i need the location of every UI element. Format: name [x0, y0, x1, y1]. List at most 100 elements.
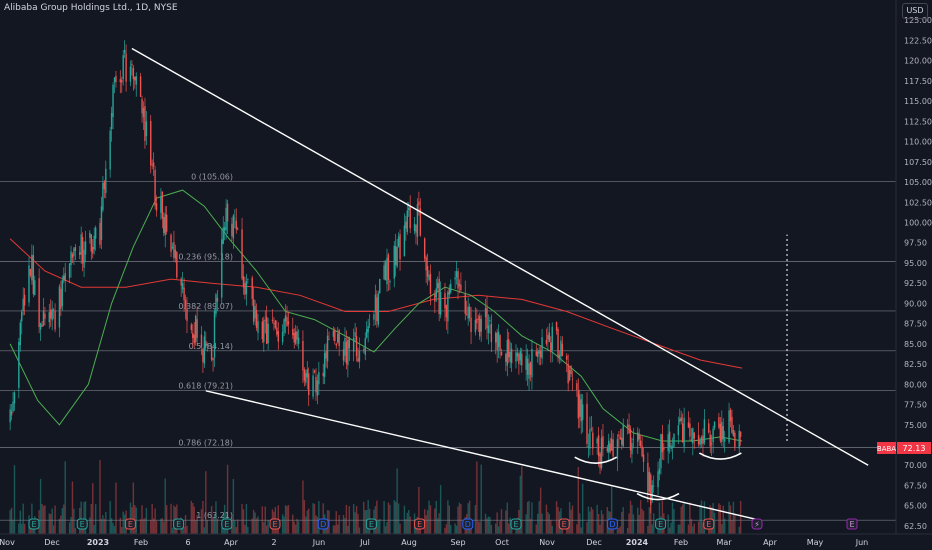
volume-bar — [622, 507, 624, 534]
volume-bar — [599, 524, 601, 534]
volume-bar — [722, 505, 724, 534]
volume-bar — [550, 519, 552, 534]
event-marker-label: E — [272, 520, 277, 529]
candle-body — [302, 340, 304, 371]
volume-bar — [316, 516, 319, 534]
candle-body — [689, 423, 691, 437]
candle-body — [242, 276, 245, 288]
candle-body — [708, 423, 710, 433]
candle-body — [490, 324, 493, 343]
volume-bar — [9, 510, 11, 534]
event-marker-box — [606, 518, 618, 530]
volume-bar — [183, 526, 185, 534]
volume-bar — [267, 520, 269, 534]
volume-bar — [703, 501, 706, 534]
candle-body — [581, 404, 584, 420]
event-marker: D — [462, 518, 474, 530]
time-axis[interactable]: Nov Dec 2023 Feb 6 Apr 2 Jun Jul Aug Sep Oct Nov Dec 2… — [0, 538, 868, 547]
candle-body — [277, 331, 279, 342]
volume-bar — [338, 515, 340, 534]
event-markers[interactable]: E E E E E E D E E D E E D E E ⚡ E — [28, 518, 858, 530]
candle-body — [83, 249, 85, 268]
volume-bar — [626, 527, 629, 534]
candle-body — [29, 269, 32, 276]
candle-body — [458, 283, 461, 287]
candle-body — [364, 338, 366, 355]
candle-body — [393, 245, 395, 279]
volume-bar — [510, 525, 513, 534]
candle-body — [64, 273, 66, 282]
candle-body — [408, 207, 410, 211]
symbol-tag-label: BABA — [877, 445, 896, 453]
event-marker-box — [655, 518, 667, 530]
volume-bar — [444, 527, 446, 534]
time-tick-label: 6 — [185, 538, 190, 547]
currency-button[interactable]: USD — [902, 3, 928, 19]
volume-bar — [192, 502, 194, 534]
candle-body — [210, 346, 213, 360]
candle-body — [335, 344, 337, 346]
volume-bar — [51, 508, 53, 534]
volume-bar — [23, 523, 26, 534]
candle-body — [663, 447, 665, 450]
volume-bar — [90, 503, 93, 534]
volume-bar — [313, 503, 316, 534]
volume-bar — [221, 527, 223, 534]
volume-bar — [89, 517, 91, 534]
candle-body — [164, 213, 166, 235]
candle-body — [354, 332, 356, 337]
price-tick-label: 117.50 — [904, 77, 932, 86]
candle-body — [222, 227, 224, 244]
candle-body — [113, 77, 116, 83]
volume-bar — [144, 518, 146, 534]
candle-body — [425, 257, 427, 271]
volume-bar — [100, 518, 103, 534]
candle-body — [435, 288, 437, 298]
candle-body — [416, 204, 419, 237]
candle-body — [145, 121, 148, 137]
candle-body — [255, 310, 258, 329]
volume-bar — [50, 514, 52, 534]
price-tick-label: 102.50 — [904, 198, 932, 207]
volume-bar — [738, 526, 740, 534]
candle-body — [486, 307, 488, 329]
event-marker: E — [124, 518, 136, 530]
volume-bar — [506, 502, 508, 534]
volume-bar — [252, 510, 255, 534]
candle-body — [710, 443, 713, 445]
volume-bar — [570, 509, 572, 534]
volume-bar — [539, 487, 542, 534]
candle-body — [602, 436, 604, 449]
candle-body — [618, 434, 620, 437]
volume-bar — [732, 501, 735, 534]
volume-bar — [196, 514, 198, 534]
trend-drawings[interactable] — [131, 47, 869, 521]
candle-body — [89, 232, 91, 238]
candle-body — [560, 340, 562, 357]
candle-body — [508, 339, 510, 358]
candle-body — [334, 330, 336, 341]
volume-bar — [347, 525, 349, 534]
event-marker: E — [269, 518, 281, 530]
candle-body — [63, 275, 65, 281]
volume-bar — [586, 522, 588, 534]
volume-bar — [448, 505, 451, 534]
volume-bar — [242, 509, 245, 534]
candle-body — [34, 280, 36, 296]
volume-bar — [237, 519, 239, 534]
candle-body — [151, 164, 153, 166]
candle-body — [600, 437, 603, 468]
fib-level-label: 0.382 (89.07) — [178, 302, 233, 311]
volume-bar — [44, 505, 46, 534]
candle-body — [154, 169, 156, 206]
event-marker-box — [462, 518, 474, 530]
candle-body — [389, 280, 391, 283]
volume-bar — [190, 500, 193, 534]
price-axis[interactable]: 62.5065.0067.5070.0072.5075.0077.5080.00… — [904, 16, 932, 531]
candle-body — [202, 349, 204, 363]
candle-body — [679, 418, 681, 422]
price-tick-label: 82.50 — [904, 360, 927, 369]
volume-bar — [670, 522, 672, 534]
